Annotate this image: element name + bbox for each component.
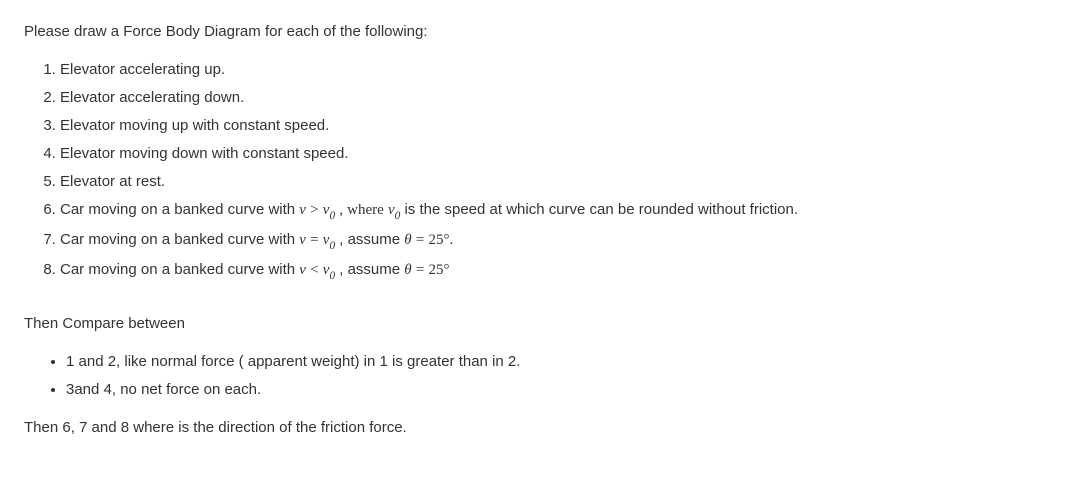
math-theta-7: θ — [404, 232, 411, 248]
math-v: v — [299, 202, 306, 218]
item6-prefix: Car moving on a banked curve with — [60, 201, 299, 218]
math-eq-7b: = — [416, 232, 424, 248]
math-gt: > — [310, 202, 318, 218]
item6-suffix: is the speed at which curve can be round… — [400, 201, 798, 218]
section-heading: Then Compare between — [24, 312, 1066, 336]
list-item-4: Elevator moving down with constant speed… — [60, 142, 1066, 166]
math-lt-8: < — [310, 262, 318, 278]
item8-prefix: Car moving on a banked curve with — [60, 261, 299, 278]
final-text: Then 6, 7 and 8 where is the direction o… — [24, 416, 1066, 440]
math-v0-sub-8: 0 — [329, 270, 335, 282]
ordered-list: Elevator accelerating up. Elevator accel… — [24, 58, 1066, 284]
math-deg-8: ° — [443, 262, 449, 278]
math-v0-v-2: v — [388, 202, 395, 218]
math-where: where — [347, 202, 384, 218]
list-item-8: Car moving on a banked curve with v < v0… — [60, 258, 1066, 284]
math-eq-7: = — [310, 232, 318, 248]
math-v0-sub-7: 0 — [329, 240, 335, 252]
math-v-8: v — [299, 262, 306, 278]
list-item-5: Elevator at rest. — [60, 170, 1066, 194]
math-period-7: . — [449, 232, 453, 248]
item8-mid: , assume — [339, 261, 404, 278]
bullet-1: 1 and 2, like normal force ( apparent we… — [66, 350, 1066, 374]
math-eq-8: = — [416, 262, 424, 278]
math-25-7: 25 — [428, 232, 443, 248]
intro-text: Please draw a Force Body Diagram for eac… — [24, 20, 1066, 44]
list-item-3: Elevator moving up with constant speed. — [60, 114, 1066, 138]
math-25-8: 25 — [428, 262, 443, 278]
item7-mid: , assume — [339, 231, 404, 248]
item7-prefix: Car moving on a banked curve with — [60, 231, 299, 248]
math-theta-8: θ — [404, 262, 411, 278]
bullet-2: 3and 4, no net force on each. — [66, 378, 1066, 402]
math-v-7: v — [299, 232, 306, 248]
list-item-6: Car moving on a banked curve with v > v0… — [60, 198, 1066, 224]
math-v0-sub: 0 — [329, 210, 335, 222]
math-comma: , — [339, 202, 343, 218]
bullet-list: 1 and 2, like normal force ( apparent we… — [24, 350, 1066, 402]
list-item-2: Elevator accelerating down. — [60, 86, 1066, 110]
list-item-7: Car moving on a banked curve with v = v0… — [60, 228, 1066, 254]
math-v0-sub-2: 0 — [395, 210, 401, 222]
list-item-1: Elevator accelerating up. — [60, 58, 1066, 82]
